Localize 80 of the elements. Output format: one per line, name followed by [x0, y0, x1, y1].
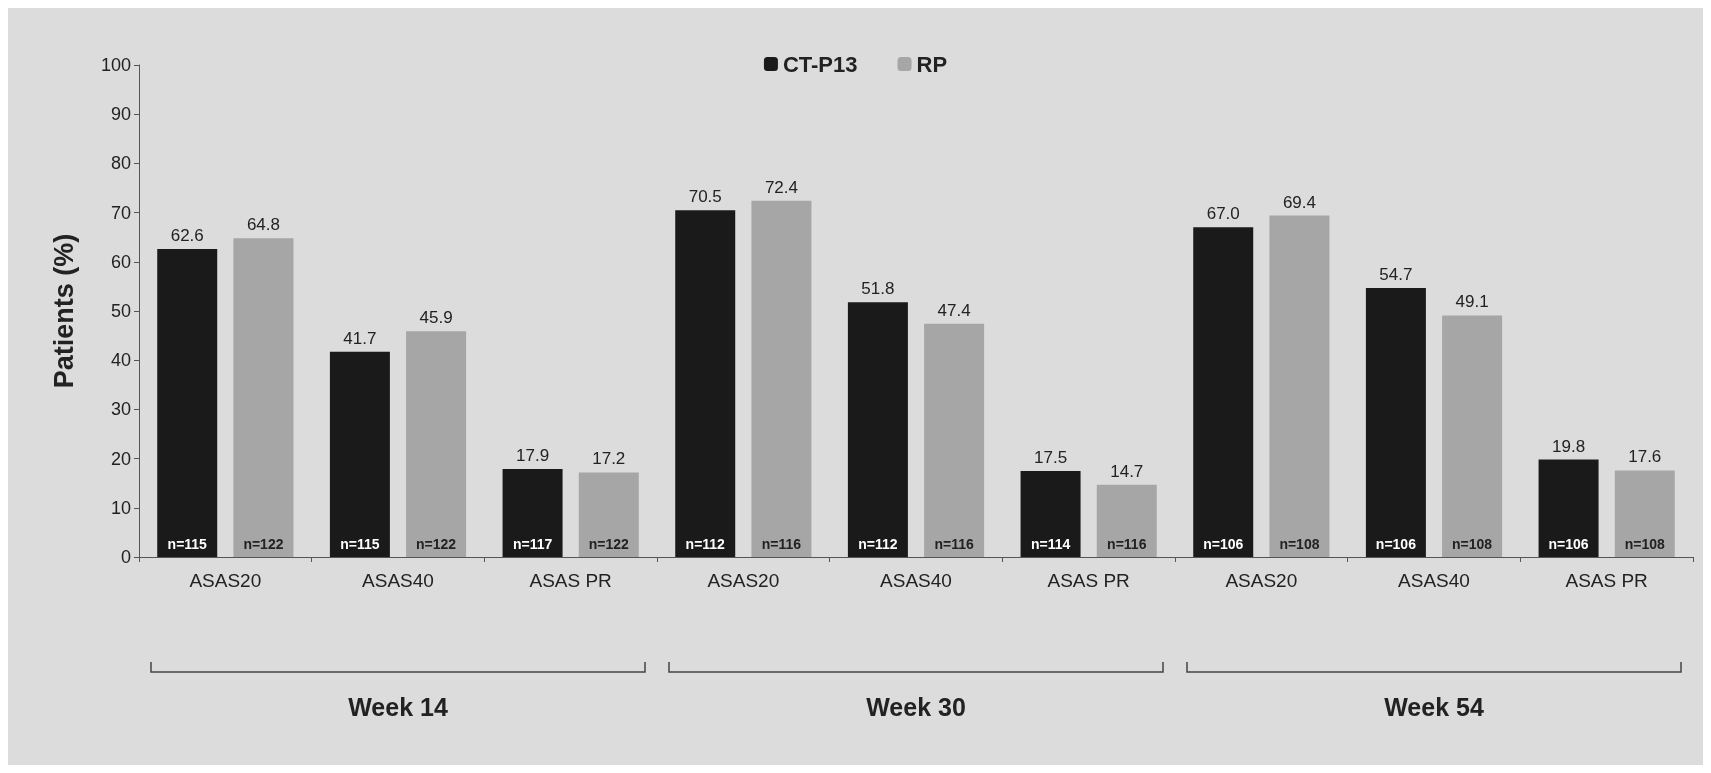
- annotation: n=108: [1452, 536, 1493, 552]
- bar: [578, 472, 639, 557]
- annotation: n=116: [761, 536, 802, 552]
- x-tick-label: ASAS40: [362, 570, 434, 591]
- annotation: n=106: [1548, 536, 1589, 552]
- x-tick-label: ASAS PR: [1565, 570, 1648, 591]
- annotation: n=122: [243, 536, 284, 552]
- annotation: n=112: [858, 536, 898, 552]
- annotation: n=106: [1203, 536, 1244, 552]
- annotation: n=122: [416, 536, 457, 552]
- bar: [1442, 315, 1503, 557]
- bar: [675, 210, 736, 557]
- bar: [1538, 459, 1599, 557]
- annotation: n=116: [1107, 536, 1147, 552]
- text: Week 14: [348, 692, 448, 721]
- y-tick-label: 30: [110, 399, 131, 420]
- data-label: 14.7: [1110, 461, 1144, 481]
- annotation: n=115: [340, 536, 380, 552]
- bar: [1365, 287, 1426, 557]
- data-label: 72.4: [764, 177, 798, 197]
- data-label: 19.8: [1552, 436, 1586, 456]
- annotation: n=112: [685, 536, 726, 552]
- x-tick-label: ASAS20: [189, 570, 262, 591]
- bar: [1193, 227, 1254, 557]
- data-label: 17.6: [1628, 447, 1662, 467]
- data-label: 54.7: [1379, 264, 1413, 284]
- data-label: 64.8: [246, 215, 280, 235]
- annotation: n=108: [1624, 536, 1666, 552]
- y-tick-label: 80: [110, 153, 131, 174]
- y-tick-label: 10: [110, 497, 131, 518]
- bar: [502, 468, 563, 557]
- data-label: 67.0: [1206, 204, 1240, 224]
- data-label: 47.4: [937, 300, 971, 320]
- data-label: 17.9: [516, 445, 550, 465]
- x-tick-label: ASAS40: [880, 570, 952, 591]
- bar: [329, 351, 390, 557]
- y-tick-label: 50: [110, 301, 131, 321]
- y-tick-label: 0: [120, 547, 131, 567]
- data-label: 17.2: [592, 449, 626, 469]
- bar: [847, 302, 908, 557]
- data-label: 62.6: [170, 226, 204, 246]
- annotation: n=108: [1279, 536, 1320, 552]
- text: Week 54: [1384, 692, 1484, 721]
- y-tick-label: 70: [110, 202, 131, 223]
- annotation: n=114: [1030, 536, 1071, 552]
- annotation: n=122: [588, 536, 630, 552]
- x-tick-label: ASAS PR: [1047, 570, 1130, 591]
- x-tick-label: ASAS20: [1225, 570, 1298, 591]
- data-label: 45.9: [419, 308, 453, 328]
- data-label: 17.5: [1034, 447, 1068, 467]
- y-tick-label: 40: [110, 350, 131, 371]
- x-tick-label: ASAS PR: [529, 570, 612, 591]
- annotation: n=115: [167, 536, 208, 552]
- bar: [233, 238, 294, 557]
- x-tick-label: ASAS40: [1398, 570, 1470, 591]
- annotation: n=106: [1375, 536, 1417, 552]
- bar: [157, 249, 218, 557]
- y-axis-title: Patients (%): [48, 233, 79, 389]
- data-label: 51.8: [861, 279, 895, 299]
- y-tick-label: 90: [110, 104, 131, 125]
- y-tick-label: 60: [110, 251, 131, 272]
- bar: [1269, 215, 1330, 557]
- bar: [1020, 470, 1081, 557]
- data-label: 41.7: [343, 328, 377, 348]
- x-tick-label: ASAS20: [707, 570, 780, 591]
- data-label: 49.1: [1455, 292, 1489, 312]
- data-label: 69.4: [1282, 192, 1316, 212]
- bar: [1096, 484, 1157, 557]
- bar: [924, 323, 985, 557]
- bar: [406, 331, 467, 557]
- bar: [751, 200, 812, 557]
- y-tick-label: 20: [110, 448, 131, 469]
- y-tick-label: 100: [100, 55, 131, 75]
- text: Week 30: [866, 692, 966, 721]
- legend-label: RP: [916, 51, 948, 77]
- bar: [1614, 470, 1675, 557]
- annotation: n=117: [512, 536, 553, 552]
- legend-label: CT-P13: [782, 51, 858, 77]
- annotation: n=116: [934, 536, 974, 552]
- data-label: 70.5: [688, 187, 722, 207]
